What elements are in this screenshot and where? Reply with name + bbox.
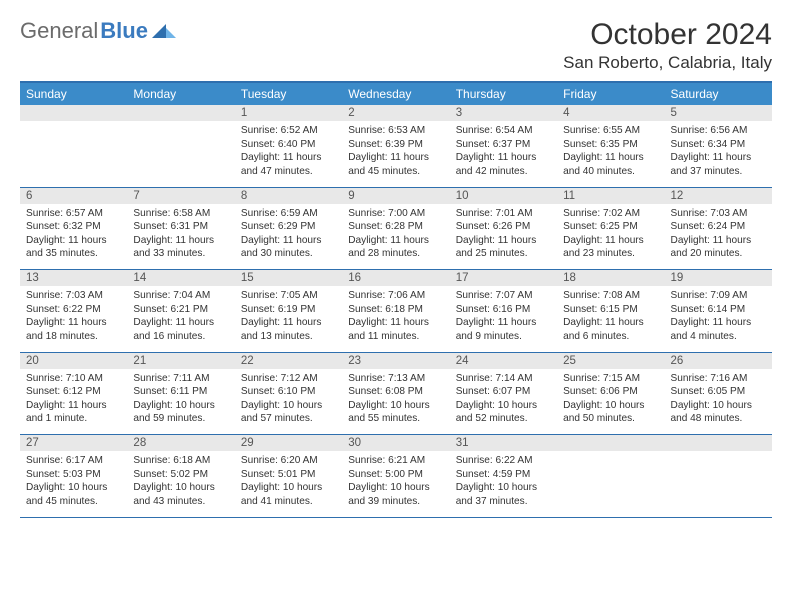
day-detail-cell: Sunrise: 7:06 AMSunset: 6:18 PMDaylight:… (342, 286, 449, 352)
day-detail-cell: Sunrise: 7:13 AMSunset: 6:08 PMDaylight:… (342, 369, 449, 435)
day-number-cell: 26 (665, 352, 772, 369)
week-number-row: 2728293031 (20, 435, 772, 452)
day-number-cell: 20 (20, 352, 127, 369)
day-number-cell: 21 (127, 352, 234, 369)
week-number-row: 12345 (20, 105, 772, 121)
week-detail-row: Sunrise: 7:03 AMSunset: 6:22 PMDaylight:… (20, 286, 772, 352)
day-number-cell: 7 (127, 187, 234, 204)
day-number-cell: 1 (235, 105, 342, 121)
day-number-cell: 23 (342, 352, 449, 369)
day-detail-cell: Sunrise: 7:10 AMSunset: 6:12 PMDaylight:… (20, 369, 127, 435)
day-detail-cell: Sunrise: 7:04 AMSunset: 6:21 PMDaylight:… (127, 286, 234, 352)
location: San Roberto, Calabria, Italy (563, 53, 772, 73)
day-number-cell: 6 (20, 187, 127, 204)
day-number-cell: 9 (342, 187, 449, 204)
day-number-cell: 2 (342, 105, 449, 121)
day-detail-cell: Sunrise: 6:57 AMSunset: 6:32 PMDaylight:… (20, 204, 127, 270)
brand-name-2: Blue (100, 18, 148, 44)
day-header: Saturday (665, 83, 772, 105)
week-detail-row: Sunrise: 6:57 AMSunset: 6:32 PMDaylight:… (20, 204, 772, 270)
day-detail-cell (665, 451, 772, 517)
day-detail-cell: Sunrise: 7:00 AMSunset: 6:28 PMDaylight:… (342, 204, 449, 270)
day-detail-cell: Sunrise: 6:52 AMSunset: 6:40 PMDaylight:… (235, 121, 342, 187)
day-number-cell: 17 (450, 270, 557, 287)
week-number-row: 6789101112 (20, 187, 772, 204)
day-number-cell: 25 (557, 352, 664, 369)
calendar-table: SundayMondayTuesdayWednesdayThursdayFrid… (20, 83, 772, 517)
day-detail-cell: Sunrise: 7:15 AMSunset: 6:06 PMDaylight:… (557, 369, 664, 435)
title-block: October 2024 San Roberto, Calabria, Ital… (563, 18, 772, 73)
day-detail-cell: Sunrise: 7:11 AMSunset: 6:11 PMDaylight:… (127, 369, 234, 435)
day-detail-cell: Sunrise: 7:01 AMSunset: 6:26 PMDaylight:… (450, 204, 557, 270)
week-number-row: 13141516171819 (20, 270, 772, 287)
day-number-cell: 11 (557, 187, 664, 204)
day-detail-cell (557, 451, 664, 517)
day-detail-cell: Sunrise: 6:55 AMSunset: 6:35 PMDaylight:… (557, 121, 664, 187)
day-detail-cell: Sunrise: 6:20 AMSunset: 5:01 PMDaylight:… (235, 451, 342, 517)
day-detail-cell: Sunrise: 7:08 AMSunset: 6:15 PMDaylight:… (557, 286, 664, 352)
day-number-cell: 8 (235, 187, 342, 204)
day-number-cell: 30 (342, 435, 449, 452)
day-number-cell (127, 105, 234, 121)
day-number-cell (20, 105, 127, 121)
day-header: Friday (557, 83, 664, 105)
day-detail-cell: Sunrise: 6:59 AMSunset: 6:29 PMDaylight:… (235, 204, 342, 270)
day-header: Tuesday (235, 83, 342, 105)
day-detail-cell: Sunrise: 6:18 AMSunset: 5:02 PMDaylight:… (127, 451, 234, 517)
day-number-cell: 28 (127, 435, 234, 452)
day-detail-cell: Sunrise: 7:16 AMSunset: 6:05 PMDaylight:… (665, 369, 772, 435)
day-header: Wednesday (342, 83, 449, 105)
day-detail-cell: Sunrise: 6:21 AMSunset: 5:00 PMDaylight:… (342, 451, 449, 517)
header: GeneralBlue October 2024 San Roberto, Ca… (20, 18, 772, 73)
day-number-cell: 4 (557, 105, 664, 121)
day-detail-cell: Sunrise: 7:03 AMSunset: 6:24 PMDaylight:… (665, 204, 772, 270)
day-number-cell: 5 (665, 105, 772, 121)
day-detail-cell: Sunrise: 7:12 AMSunset: 6:10 PMDaylight:… (235, 369, 342, 435)
day-number-cell: 18 (557, 270, 664, 287)
day-detail-cell: Sunrise: 6:53 AMSunset: 6:39 PMDaylight:… (342, 121, 449, 187)
day-detail-cell: Sunrise: 7:07 AMSunset: 6:16 PMDaylight:… (450, 286, 557, 352)
day-number-cell: 16 (342, 270, 449, 287)
day-number-cell: 15 (235, 270, 342, 287)
day-header: Monday (127, 83, 234, 105)
brand-name-1: General (20, 18, 98, 44)
day-number-cell: 14 (127, 270, 234, 287)
day-detail-cell: Sunrise: 6:17 AMSunset: 5:03 PMDaylight:… (20, 451, 127, 517)
day-number-cell: 24 (450, 352, 557, 369)
day-number-cell: 31 (450, 435, 557, 452)
day-number-cell (665, 435, 772, 452)
day-detail-cell: Sunrise: 7:05 AMSunset: 6:19 PMDaylight:… (235, 286, 342, 352)
logo-mark-icon (152, 22, 178, 40)
day-detail-cell: Sunrise: 6:22 AMSunset: 4:59 PMDaylight:… (450, 451, 557, 517)
day-detail-cell (127, 121, 234, 187)
day-detail-cell: Sunrise: 7:14 AMSunset: 6:07 PMDaylight:… (450, 369, 557, 435)
day-header: Sunday (20, 83, 127, 105)
day-number-cell: 12 (665, 187, 772, 204)
day-number-cell: 27 (20, 435, 127, 452)
month-title: October 2024 (563, 18, 772, 51)
day-number-cell: 13 (20, 270, 127, 287)
week-number-row: 20212223242526 (20, 352, 772, 369)
week-detail-row: Sunrise: 7:10 AMSunset: 6:12 PMDaylight:… (20, 369, 772, 435)
day-detail-cell (20, 121, 127, 187)
day-detail-cell: Sunrise: 7:02 AMSunset: 6:25 PMDaylight:… (557, 204, 664, 270)
bottom-rule (20, 517, 772, 518)
day-detail-cell: Sunrise: 7:03 AMSunset: 6:22 PMDaylight:… (20, 286, 127, 352)
day-detail-cell: Sunrise: 6:54 AMSunset: 6:37 PMDaylight:… (450, 121, 557, 187)
day-header: Thursday (450, 83, 557, 105)
day-number-cell: 3 (450, 105, 557, 121)
day-number-cell: 10 (450, 187, 557, 204)
day-detail-cell: Sunrise: 6:58 AMSunset: 6:31 PMDaylight:… (127, 204, 234, 270)
day-header-row: SundayMondayTuesdayWednesdayThursdayFrid… (20, 83, 772, 105)
day-detail-cell: Sunrise: 7:09 AMSunset: 6:14 PMDaylight:… (665, 286, 772, 352)
week-detail-row: Sunrise: 6:52 AMSunset: 6:40 PMDaylight:… (20, 121, 772, 187)
week-detail-row: Sunrise: 6:17 AMSunset: 5:03 PMDaylight:… (20, 451, 772, 517)
day-detail-cell: Sunrise: 6:56 AMSunset: 6:34 PMDaylight:… (665, 121, 772, 187)
day-number-cell: 19 (665, 270, 772, 287)
logo: GeneralBlue (20, 18, 178, 44)
day-number-cell: 29 (235, 435, 342, 452)
day-number-cell (557, 435, 664, 452)
day-number-cell: 22 (235, 352, 342, 369)
